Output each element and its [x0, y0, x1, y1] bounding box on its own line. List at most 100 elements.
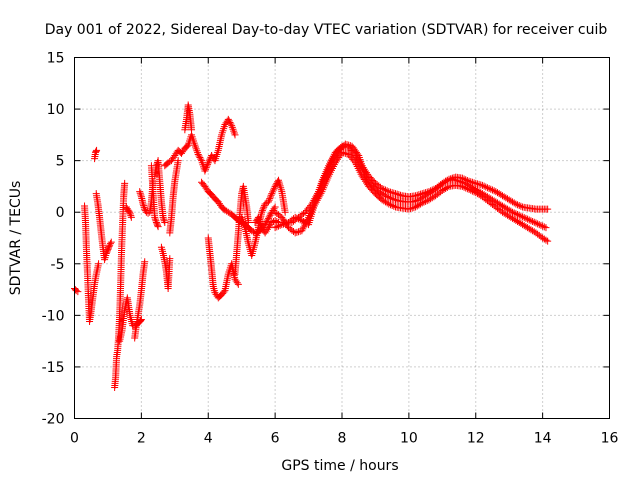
data-point-marker	[381, 192, 389, 200]
data-point-marker	[233, 279, 241, 287]
data-point-marker	[385, 200, 393, 208]
data-point-marker	[291, 229, 299, 237]
data-point-marker	[174, 157, 182, 165]
data-point-marker	[126, 210, 134, 218]
series-arc-1	[71, 285, 82, 296]
series-arc-17	[204, 234, 242, 302]
data-point-marker	[385, 193, 393, 201]
data-point-marker	[260, 203, 268, 211]
data-point-marker	[166, 255, 174, 263]
data-point-marker	[510, 199, 518, 207]
data-point-marker	[271, 182, 279, 190]
data-point-marker	[488, 186, 496, 194]
data-point-marker	[388, 195, 396, 203]
data-point-marker	[137, 191, 145, 199]
data-point-marker	[473, 180, 481, 188]
y-tick-label: 0	[56, 205, 65, 221]
x-tick-label: 2	[137, 431, 146, 447]
data-point-marker	[542, 236, 550, 244]
chart-title: Day 001 of 2022, Sidereal Day-to-day VTE…	[45, 22, 608, 38]
data-point-marker	[92, 147, 100, 155]
y-axis-title: SDTVAR / TECUs	[8, 181, 24, 296]
data-point-marker	[525, 216, 533, 224]
x-tick-label: 16	[601, 431, 619, 447]
data-point-marker	[475, 180, 483, 188]
data-point-marker	[395, 191, 403, 199]
data-point-marker	[413, 196, 421, 204]
data-point-marker	[527, 217, 535, 225]
data-point-marker	[137, 317, 145, 325]
data-point-marker	[383, 199, 391, 207]
data-point-marker	[512, 210, 520, 218]
data-point-marker	[159, 213, 167, 221]
data-point-marker	[126, 208, 134, 216]
data-point-marker	[408, 204, 416, 212]
x-tick-label: 4	[204, 431, 213, 447]
data-point-marker	[269, 186, 277, 194]
data-point-marker	[266, 193, 274, 201]
data-point-marker	[386, 188, 394, 196]
data-point-marker	[520, 214, 528, 222]
data-point-marker	[542, 224, 550, 232]
data-point-marker	[448, 175, 456, 183]
data-point-marker	[341, 140, 349, 148]
data-point-marker	[509, 208, 517, 216]
data-point-marker	[122, 203, 130, 211]
data-point-marker	[265, 213, 273, 221]
data-point-marker	[313, 191, 321, 199]
x-axis-title: GPS time / hours	[281, 458, 398, 474]
data-point-marker	[544, 205, 552, 213]
grid	[74, 57, 610, 419]
data-point-marker	[390, 202, 398, 210]
y-tick-label: -20	[42, 412, 65, 428]
data-point-marker	[354, 150, 362, 158]
axis-ticks	[74, 57, 610, 419]
data-point-marker	[386, 194, 394, 202]
data-point-marker	[140, 202, 148, 210]
data-point-marker	[194, 150, 202, 158]
data-point-marker	[231, 131, 239, 139]
y-tick-label: 15	[47, 51, 65, 67]
data-point-marker	[514, 201, 522, 209]
data-point-marker	[530, 218, 538, 226]
data-point-marker	[195, 152, 203, 160]
data-markers	[71, 101, 552, 392]
data-point-marker	[312, 193, 320, 201]
data-point-marker	[264, 214, 272, 222]
data-point-marker	[160, 215, 168, 223]
data-point-marker	[405, 205, 413, 213]
data-point-marker	[161, 219, 169, 227]
series-arc-11	[151, 157, 169, 227]
data-point-marker	[386, 201, 394, 209]
data-point-marker	[482, 183, 490, 191]
series-arc-3	[91, 146, 101, 163]
x-tick-label: 14	[534, 431, 552, 447]
data-point-marker	[201, 167, 209, 175]
data-point-marker	[227, 120, 235, 128]
x-tick-label: 8	[338, 431, 347, 447]
data-point-marker	[407, 205, 415, 213]
data-point-marker	[485, 184, 493, 192]
data-point-marker	[263, 217, 271, 225]
data-point-marker	[311, 195, 319, 203]
data-point-marker	[265, 196, 273, 204]
data-point-marker	[483, 184, 491, 192]
series-arc-5	[111, 179, 129, 392]
data-point-marker	[478, 181, 486, 189]
data-point-marker	[95, 260, 103, 268]
x-tick-label: 0	[70, 431, 79, 447]
data-point-marker	[270, 205, 278, 213]
series-arc-23	[288, 140, 550, 232]
data-point-marker	[204, 159, 212, 167]
data-point-marker	[225, 117, 233, 125]
data-point-marker	[224, 115, 232, 123]
data-point-marker	[408, 198, 416, 206]
data-point-marker	[450, 176, 458, 184]
data-point-marker	[524, 215, 532, 223]
data-point-marker	[390, 189, 398, 197]
data-point-marker	[270, 184, 278, 192]
data-point-marker	[440, 179, 448, 187]
data-point-marker	[393, 190, 401, 198]
data-point-marker	[517, 212, 525, 220]
